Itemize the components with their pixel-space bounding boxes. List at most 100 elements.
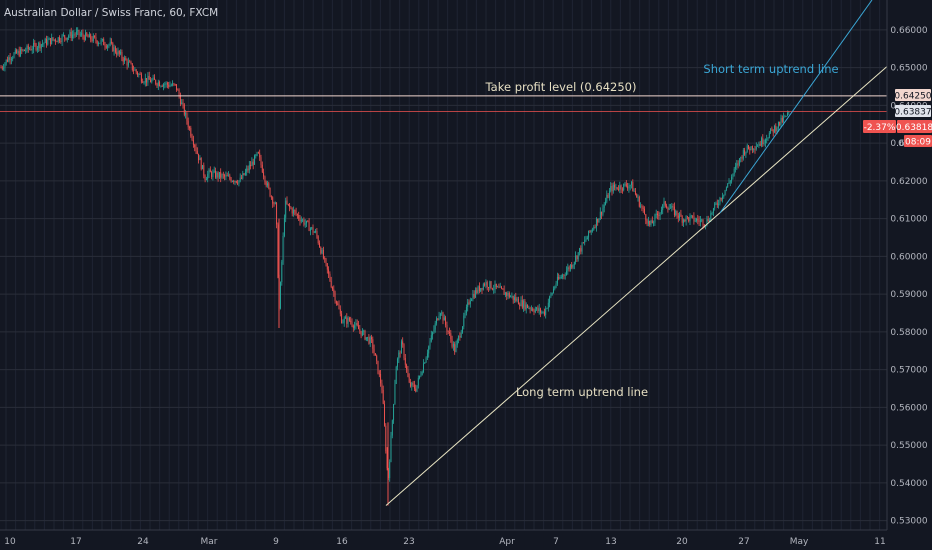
candle-body xyxy=(324,258,326,260)
candle-body xyxy=(415,388,417,392)
candle-body xyxy=(103,39,105,46)
candle-body xyxy=(269,188,271,197)
candle-body xyxy=(376,355,378,361)
candle-body xyxy=(321,249,323,254)
candle-body xyxy=(107,45,109,48)
price-tick-label: 0.62000 xyxy=(890,177,927,187)
candle-body xyxy=(325,258,327,264)
candle-body xyxy=(165,82,167,85)
candle-body xyxy=(121,52,123,59)
candle-body xyxy=(248,165,250,171)
candle-body xyxy=(211,172,213,177)
candle-body xyxy=(202,165,203,170)
candle-body xyxy=(182,102,184,105)
candle-body xyxy=(352,325,354,328)
candle-body xyxy=(586,237,588,240)
candle-body xyxy=(29,48,31,50)
candle-body xyxy=(437,318,439,320)
candle-body xyxy=(419,375,421,379)
candle-body xyxy=(345,317,346,319)
candle-body xyxy=(9,57,11,60)
candle-body xyxy=(511,295,513,297)
candle-body xyxy=(215,170,216,178)
candle-body xyxy=(7,59,8,62)
candle-body xyxy=(40,44,42,49)
candle-body xyxy=(432,332,434,336)
candle-body xyxy=(365,337,367,340)
candle-body xyxy=(703,225,705,227)
candle-body xyxy=(293,210,294,214)
candle-body xyxy=(421,371,423,375)
candle-body xyxy=(746,145,748,152)
candle-body xyxy=(699,220,701,222)
candle-body xyxy=(48,38,50,40)
candle-body xyxy=(677,215,679,218)
candle-body xyxy=(497,286,499,288)
candle-body xyxy=(524,300,526,310)
candle-body xyxy=(142,81,144,83)
candle-body xyxy=(555,283,557,287)
price-axis[interactable] xyxy=(887,0,932,530)
candle-body xyxy=(272,197,274,204)
candle-body xyxy=(736,163,738,167)
time-axis[interactable] xyxy=(0,530,932,550)
short-term-uptrend-label: Short term uptrend line xyxy=(703,62,838,76)
candle-body xyxy=(108,44,110,46)
candle-body xyxy=(406,364,408,370)
candle-body xyxy=(441,312,443,314)
candle-body xyxy=(458,335,460,341)
candle-body xyxy=(647,220,649,224)
candle-body xyxy=(438,315,440,320)
candle-body xyxy=(725,187,727,190)
candle-body xyxy=(111,41,112,43)
candle-body xyxy=(788,112,790,114)
candle-body xyxy=(246,168,248,172)
candle-body xyxy=(610,186,612,191)
candle-body xyxy=(722,196,723,200)
candle-body xyxy=(476,290,478,293)
price-tick-label: 0.54000 xyxy=(890,479,927,489)
candle-body xyxy=(356,322,358,326)
grid xyxy=(0,0,887,530)
candle-body xyxy=(407,369,409,377)
candle-body xyxy=(738,158,740,165)
candle-body xyxy=(204,175,206,181)
candle-body xyxy=(718,204,720,205)
candle-body xyxy=(733,168,735,174)
candle-body xyxy=(233,181,235,183)
price-tick-label: 0.56000 xyxy=(890,403,927,413)
candle-body xyxy=(589,230,591,233)
candle-body xyxy=(512,295,514,300)
candle-body xyxy=(239,177,241,181)
candle-body xyxy=(254,155,255,165)
candle-body xyxy=(566,270,567,276)
candle-body xyxy=(416,385,418,392)
candle-body xyxy=(464,313,466,316)
time-tick-label: 23 xyxy=(403,537,414,547)
candle-body xyxy=(55,39,57,42)
time-tick-label: 27 xyxy=(738,537,749,547)
candle-body xyxy=(208,169,210,174)
candle-body xyxy=(74,34,76,36)
candle-body xyxy=(190,127,192,137)
candle-body xyxy=(60,41,62,43)
time-tick-label: 9 xyxy=(273,537,279,547)
candle-body xyxy=(759,144,761,146)
candle-body xyxy=(473,294,475,298)
candle-body xyxy=(251,161,253,167)
candle-body xyxy=(426,353,428,358)
candle-body xyxy=(581,242,583,252)
candle-body xyxy=(685,216,687,222)
candle-body xyxy=(785,115,787,117)
candle-body xyxy=(100,39,102,43)
candle-body xyxy=(684,219,686,222)
candle-body xyxy=(768,132,770,139)
candle-body xyxy=(282,235,284,262)
candle-body xyxy=(732,173,734,177)
candle-body xyxy=(766,139,768,140)
candle-body xyxy=(784,115,786,117)
candle-body xyxy=(666,205,668,208)
candle-body xyxy=(489,281,491,289)
candle-body xyxy=(359,329,361,331)
